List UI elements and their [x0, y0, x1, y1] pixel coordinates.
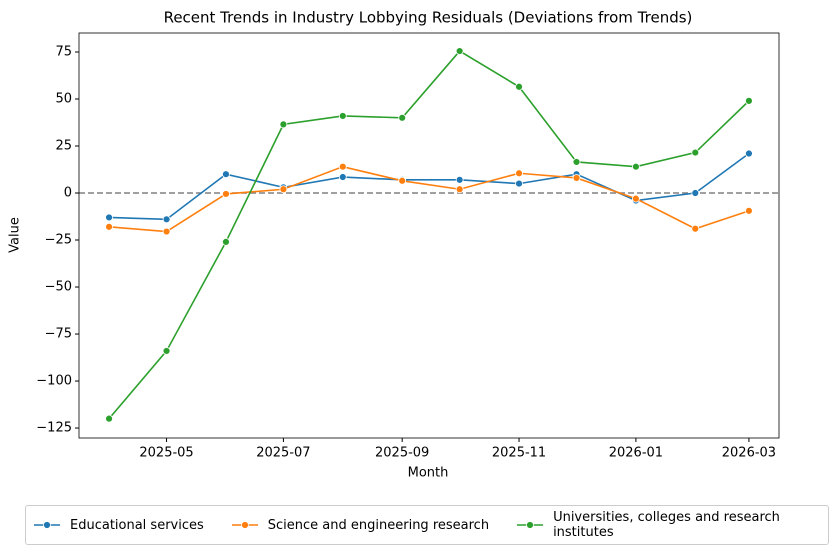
data-point	[162, 347, 171, 355]
data-point	[572, 158, 581, 166]
legend-label: Universities, colleges and research inst…	[553, 510, 780, 540]
data-point	[338, 162, 347, 171]
legend-item: Science and engineering research	[230, 518, 489, 533]
y-tick-label: −50	[45, 280, 72, 295]
legend-icon	[231, 521, 258, 529]
y-tick-label: −75	[45, 327, 72, 342]
data-point	[105, 414, 113, 423]
series-line	[108, 50, 750, 420]
series-line	[109, 152, 750, 221]
data-point	[745, 96, 753, 105]
x-tick-label: 2025-07	[256, 446, 310, 461]
y-tick-label: 50	[55, 91, 72, 106]
data-point	[338, 173, 347, 181]
legend-marker	[43, 521, 51, 529]
y-axis-label: Value	[8, 217, 23, 253]
y-tick-label: 0	[64, 186, 72, 201]
x-tick-label: 2025-11	[492, 446, 546, 461]
data-point	[455, 47, 464, 55]
chart: Recent Trends in Industry Lobbying Resid…	[8, 9, 780, 481]
data-point	[745, 149, 753, 158]
data-point	[279, 185, 288, 194]
data-point	[515, 82, 523, 91]
chart-title: Recent Trends in Industry Lobbying Resid…	[164, 9, 693, 27]
data-point	[398, 176, 407, 185]
legend-icon	[34, 521, 60, 529]
data-point	[515, 179, 523, 188]
legend-marker	[240, 521, 249, 529]
data-point	[162, 215, 171, 224]
data-point	[222, 190, 230, 198]
data-point	[515, 169, 523, 178]
data-point	[691, 148, 700, 157]
data-point	[162, 227, 171, 236]
data-point	[745, 206, 753, 215]
y-tick-label: −100	[36, 374, 72, 389]
x-tick-label: 2025-05	[139, 446, 193, 461]
data-point	[338, 112, 347, 120]
data-point	[691, 189, 700, 197]
y-tick-label: 25	[55, 139, 72, 154]
data-point	[105, 213, 113, 222]
x-axis-label: Month	[408, 466, 449, 481]
data-point	[279, 120, 288, 129]
data-point	[631, 194, 640, 203]
data-point	[572, 174, 581, 182]
legend-item: Educational services	[32, 518, 204, 533]
data-point	[222, 237, 230, 246]
x-tick-label: 2026-03	[722, 446, 776, 461]
series-line	[109, 165, 750, 233]
data-point	[631, 162, 640, 171]
x-tick-label: 2026-01	[609, 446, 663, 461]
data-point	[691, 224, 700, 233]
y-tick-label: 75	[55, 44, 72, 59]
legend-item: Universities, colleges and research inst…	[515, 510, 803, 540]
data-point	[105, 222, 113, 231]
data-point	[455, 175, 464, 184]
legend-label: Science and engineering research	[267, 517, 490, 533]
data-point	[398, 113, 407, 122]
x-tick-label: 2025-09	[375, 446, 429, 461]
legend-marker	[526, 521, 534, 529]
legend-label: Educational services	[70, 517, 204, 533]
y-tick-label: −125	[36, 421, 72, 436]
data-point	[222, 170, 230, 179]
plot-frame	[78, 32, 780, 439]
data-point	[455, 185, 464, 194]
legend: Educational services Science and engineer…	[25, 505, 829, 545]
legend-icon	[517, 521, 544, 529]
y-tick-label: −25	[45, 233, 72, 248]
